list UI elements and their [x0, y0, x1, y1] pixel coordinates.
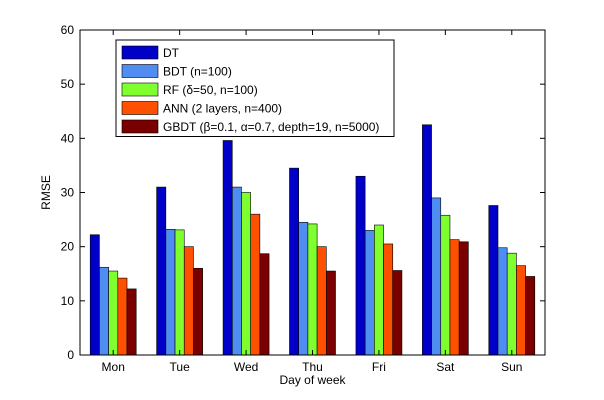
x-tick-label: Fri [372, 360, 386, 374]
bar-ann-tue [183, 246, 194, 356]
x-axis-label: Day of week [279, 373, 346, 387]
legend-label: ANN (2 layers, n=400) [163, 102, 282, 116]
y-axis-label: RMSE [39, 175, 53, 210]
legend: DT BDT (n=100) RF (δ=50, n=100) ANN (2 laye… [115, 39, 395, 137]
legend-swatch [121, 82, 159, 97]
x-tick-label: Tue [170, 360, 191, 374]
y-tick-label: 40 [61, 131, 75, 145]
bar-gbdt-thu [325, 270, 336, 356]
bar-rf-fri [374, 224, 384, 356]
bar-dt-tue [156, 186, 167, 356]
y-tick-label: 50 [61, 77, 75, 91]
bar-gbdt-wed [259, 253, 270, 356]
bar-gbdt-tue [193, 268, 203, 356]
bar-bdt-sun [497, 247, 508, 356]
bar-dt-fri [355, 175, 366, 356]
bar-ann-fri [383, 243, 394, 356]
bar-bdt-sat [431, 197, 442, 356]
legend-label: RF (δ=50, n=100) [163, 83, 258, 97]
legend-swatch [121, 45, 159, 60]
x-tick-label: Wed [234, 360, 258, 374]
legend-swatch [121, 64, 159, 78]
y-tick-label: 20 [61, 240, 75, 254]
bar-ann-sun [516, 265, 526, 356]
legend-label: DT [163, 46, 180, 60]
bar-dt-mon [89, 234, 100, 356]
bar-dt-thu [289, 167, 299, 356]
legend-swatch [121, 101, 159, 115]
bar-gbdt-sat [458, 241, 469, 356]
x-axis: Mon Tue Wed Thu Fri Sat Sun [102, 30, 522, 374]
bar-dt-wed [222, 140, 233, 356]
bar-ann-thu [316, 246, 327, 356]
y-tick-label: 10 [61, 294, 75, 308]
legend-label: GBDT (β=0.1, α=0.7, depth=19, n=5000) [163, 120, 379, 134]
legend-swatch [121, 119, 159, 134]
x-tick-label: Sun [501, 360, 522, 374]
bar-rf-tue [174, 229, 185, 356]
bar-rf-thu [307, 223, 318, 356]
bar-rf-sat [440, 214, 451, 356]
bar-gbdt-mon [126, 288, 137, 356]
bar-gbdt-sun [525, 276, 536, 356]
x-tick-label: Mon [102, 360, 125, 374]
bar-ann-wed [250, 213, 261, 356]
bar-bdt-wed [231, 186, 242, 356]
x-tick-label: Sat [436, 360, 455, 374]
y-tick-label: 60 [61, 23, 75, 37]
bar-dt-sat [422, 124, 432, 356]
bar-dt-sun [488, 205, 499, 356]
bar-rf-mon [108, 270, 119, 356]
y-tick-label: 30 [61, 186, 75, 200]
legend-box [115, 39, 395, 137]
bar-bdt-thu [298, 221, 309, 356]
bar-bdt-tue [165, 229, 176, 356]
bar-bdt-fri [364, 230, 375, 356]
legend-label: BDT (n=100) [163, 65, 232, 79]
bar-gbdt-fri [392, 270, 403, 356]
y-tick-label: 0 [67, 348, 74, 362]
bar-ann-mon [117, 277, 128, 356]
bar-rf-sun [506, 252, 517, 356]
bar-ann-sat [449, 239, 460, 356]
bar-bdt-mon [99, 266, 109, 356]
bar-rf-wed [241, 192, 251, 356]
x-tick-label: Thu [302, 360, 323, 374]
y-axis: 0 10 20 30 40 50 60 [61, 23, 545, 362]
